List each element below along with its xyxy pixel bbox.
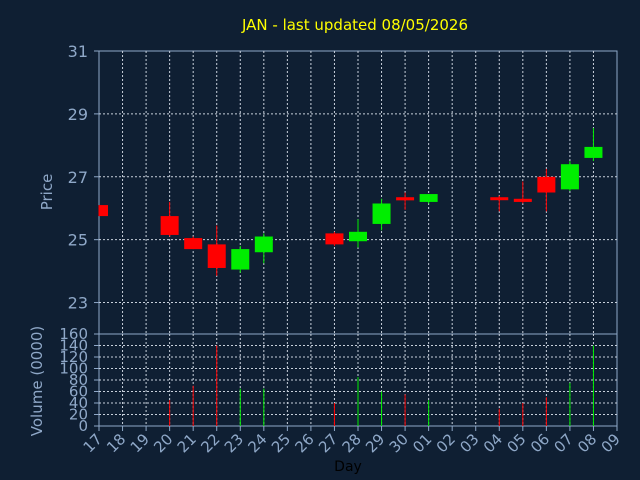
candle-body	[99, 205, 108, 217]
x-tick-label: 04	[480, 430, 506, 456]
x-tick-label: 08	[574, 430, 600, 456]
volume-tick-label: 20	[69, 406, 88, 424]
candle-body	[537, 176, 556, 193]
candle-body	[490, 197, 509, 201]
volume-tick-label: 140	[59, 337, 88, 355]
volume-tick-label: 160	[59, 325, 88, 343]
x-tick-label: 01	[409, 430, 435, 456]
volume-tick-label: 0	[78, 417, 88, 435]
x-tick-label: 05	[503, 430, 529, 456]
price-tick-label: 25	[68, 231, 88, 250]
price-tick-label: 31	[68, 42, 88, 61]
candle-body	[184, 238, 203, 250]
price-tick-label: 23	[68, 294, 88, 313]
x-tick-label: 20	[150, 430, 176, 456]
x-tick-label: 09	[598, 430, 624, 456]
x-tick-label: 06	[527, 430, 553, 456]
candle-body	[254, 236, 273, 253]
candle-body	[396, 197, 415, 201]
volume-tick-label: 40	[69, 394, 88, 412]
candle-body	[584, 146, 603, 158]
x-tick-label: 22	[197, 430, 223, 456]
x-tick-label: 19	[127, 430, 153, 456]
x-tick-label: 18	[103, 430, 129, 456]
candle-body	[560, 164, 579, 190]
x-tick-label: 03	[456, 430, 482, 456]
price-axis-label: Price	[38, 174, 56, 211]
volume-tick-label: 120	[59, 348, 88, 366]
x-tick-label: 21	[174, 430, 200, 456]
candle-body	[160, 216, 179, 235]
volume-tick-label: 100	[59, 360, 88, 378]
candle-body	[419, 194, 438, 202]
candle-body	[372, 203, 391, 224]
x-tick-label: 29	[362, 430, 388, 456]
candle-body	[207, 244, 226, 268]
volume-tick-label: 60	[69, 383, 88, 401]
price-tick-label: 27	[68, 168, 88, 187]
x-tick-label: 07	[551, 430, 577, 456]
x-axis: 1718192021222324252627282930010203040506…	[80, 426, 624, 456]
x-tick-label: 02	[433, 430, 459, 456]
candle-body	[349, 231, 367, 242]
chart-title: JAN - last updated 08/05/2026	[241, 16, 468, 34]
volume-tick-label: 80	[69, 371, 88, 389]
price-tick-label: 29	[68, 105, 88, 124]
x-axis-label: Day	[334, 459, 362, 475]
x-tick-label: 28	[339, 430, 365, 456]
candle-body	[513, 198, 532, 202]
x-tick-label: 27	[315, 430, 341, 456]
candle-body	[325, 233, 344, 245]
price-panel: 23 25 27 29 31	[68, 42, 618, 335]
x-tick-label: 30	[386, 430, 412, 456]
x-tick-label: 24	[244, 430, 270, 456]
x-tick-label: 23	[221, 430, 247, 456]
candle-body	[231, 249, 250, 270]
x-tick-label: 25	[268, 430, 294, 456]
x-tick-label: 26	[292, 430, 318, 456]
volume-axis-label: Volume (0000)	[28, 326, 46, 436]
